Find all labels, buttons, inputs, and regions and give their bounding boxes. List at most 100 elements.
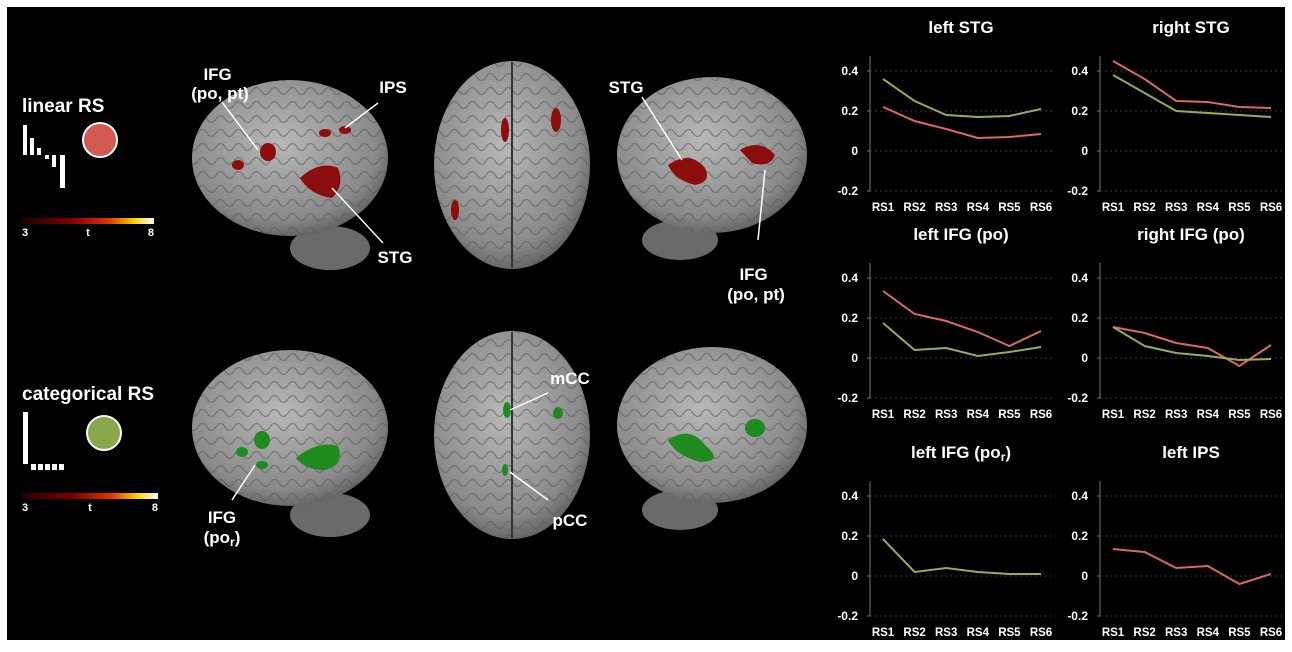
legend-marker	[86, 415, 122, 451]
y-tick-label: 0.2	[841, 104, 858, 118]
annotation: IFG (po, pt)	[191, 65, 249, 103]
x-tick-label: RS3	[935, 409, 957, 421]
brain-right-lateral	[617, 347, 807, 530]
y-tick-label: 0	[1081, 351, 1088, 365]
series-line	[1112, 548, 1272, 586]
y-tick-label: 0	[851, 351, 858, 365]
annotation-part: (po	[204, 528, 230, 547]
y-tick-label: 0.2	[1071, 104, 1088, 118]
series-line	[882, 290, 1042, 348]
series-line	[882, 322, 1042, 358]
chart-title-text: right STG	[1152, 18, 1229, 37]
chart-title-subscript: r	[1001, 450, 1006, 464]
annotation: IFG (po, pt)	[727, 265, 785, 304]
colorbar-label: 3	[22, 227, 28, 239]
y-tick-label: 0.2	[1071, 311, 1088, 325]
legend-label: linear RS	[22, 96, 104, 117]
x-tick-label: RS1	[1102, 202, 1125, 214]
x-tick-label: RS2	[1133, 409, 1155, 421]
series-line	[1112, 74, 1272, 118]
series-line	[882, 106, 1042, 140]
legend-marker	[82, 122, 118, 158]
brain-left-lateral	[192, 80, 388, 270]
chart-title-text: right IFG (po)	[1137, 225, 1245, 244]
x-tick-label: RS4	[967, 202, 990, 214]
x-tick-label: RS2	[903, 202, 925, 214]
series-line	[882, 78, 1042, 119]
annotation-line: (po, pt)	[191, 84, 249, 103]
colorbar-label: t	[88, 502, 92, 514]
y-tick-label: 0	[1081, 144, 1088, 158]
y-tick-label: -0.2	[837, 609, 858, 623]
y-tick-label: 0.2	[1071, 529, 1088, 543]
x-tick-label: RS3	[1165, 202, 1187, 214]
brain-top-view	[434, 331, 590, 539]
y-tick-label: 0.2	[841, 311, 858, 325]
x-tick-label: RS6	[1260, 202, 1282, 214]
y-tick-label: 0	[851, 144, 858, 158]
brain-left-lateral	[192, 350, 388, 537]
chart-title: right IFG (po)	[1137, 225, 1245, 244]
annotation-line: (po, pt)	[727, 285, 785, 304]
x-tick-label: RS3	[1165, 627, 1187, 639]
y-tick-label: -0.2	[1067, 184, 1088, 198]
chart-title: left IPS	[1162, 443, 1220, 462]
annotation-part: )	[235, 528, 241, 547]
y-tick-label: 0.4	[841, 64, 858, 78]
y-tick-label: 0.2	[841, 529, 858, 543]
colorbar-label: 3	[22, 502, 28, 514]
x-tick-label: RS2	[903, 409, 925, 421]
x-tick-label: RS3	[1165, 409, 1187, 421]
annotation: IPS	[379, 78, 406, 97]
x-tick-label: RS5	[998, 409, 1021, 421]
annotation-line: IFG	[203, 65, 231, 84]
y-tick-label: 0.4	[1071, 271, 1088, 285]
annotation: mCC	[550, 369, 590, 388]
y-tick-label: 0.4	[1071, 64, 1088, 78]
x-tick-label: RS5	[1228, 409, 1251, 421]
x-tick-label: RS1	[1102, 409, 1125, 421]
x-tick-label: RS4	[1197, 627, 1220, 639]
colorbar	[22, 493, 158, 499]
chart-title: left IFG (po)	[913, 225, 1008, 244]
colorbar-label: 8	[148, 227, 154, 239]
series-line	[1112, 326, 1272, 362]
chart-title-text: left IFG (po	[911, 443, 1001, 462]
series-line	[1112, 326, 1272, 368]
series-line	[1112, 60, 1272, 109]
chart-title-text: left STG	[928, 18, 993, 37]
annotation-leaders	[221, 96, 766, 501]
x-tick-label: RS5	[1228, 202, 1251, 214]
colorbar-label: 8	[152, 502, 158, 514]
series-line	[882, 538, 1041, 575]
chart-title-text: left IPS	[1162, 443, 1220, 462]
x-tick-label: RS5	[1228, 627, 1251, 639]
chart-title: left IFG (por)	[911, 443, 1011, 464]
y-tick-label: -0.2	[1067, 391, 1088, 405]
annotation-subscript: r	[230, 535, 235, 549]
annotation: IFG	[208, 508, 236, 527]
annotation: (por)	[204, 528, 241, 549]
chart-title: left STG	[928, 18, 993, 37]
brain-right-lateral	[617, 77, 807, 260]
colorbar-label: t	[86, 227, 90, 239]
y-tick-label: 0	[1081, 569, 1088, 583]
x-tick-label: RS4	[1197, 409, 1220, 421]
x-tick-label: RS6	[1260, 627, 1282, 639]
annotation: STG	[378, 248, 413, 267]
x-tick-label: RS3	[935, 627, 957, 639]
y-tick-label: 0	[851, 569, 858, 583]
design-icon	[23, 125, 65, 188]
chart-title-text: left IFG (po)	[913, 225, 1008, 244]
x-tick-label: RS1	[1102, 627, 1125, 639]
x-tick-label: RS2	[1133, 627, 1155, 639]
chart-title-text: )	[1005, 443, 1011, 462]
design-icon	[23, 412, 64, 470]
annotation: pCC	[553, 511, 588, 530]
x-tick-label: RS6	[1260, 409, 1282, 421]
x-tick-label: RS2	[903, 627, 925, 639]
x-tick-label: RS4	[967, 409, 990, 421]
y-tick-label: -0.2	[837, 184, 858, 198]
x-tick-label: RS6	[1030, 202, 1052, 214]
